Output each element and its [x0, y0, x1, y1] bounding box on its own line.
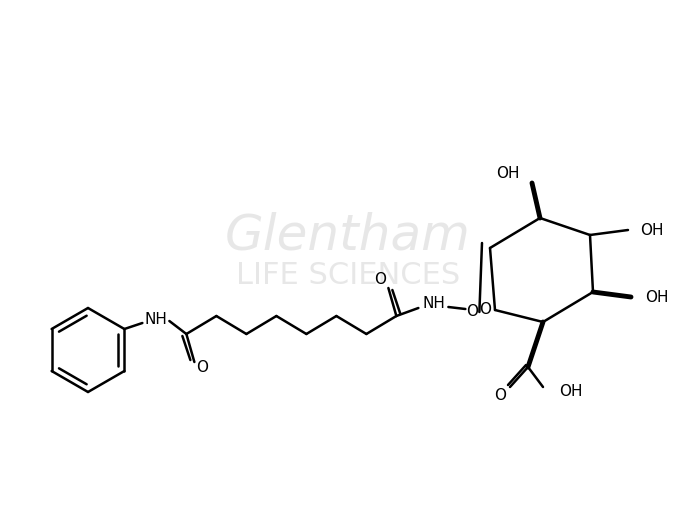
Text: OH: OH [559, 384, 583, 399]
Text: O: O [479, 303, 491, 318]
Text: OH: OH [640, 223, 663, 238]
Text: O: O [466, 305, 478, 319]
Text: O: O [374, 272, 386, 288]
Text: LIFE SCIENCES: LIFE SCIENCES [236, 261, 460, 290]
Text: Glentham: Glentham [225, 211, 471, 259]
Text: O: O [494, 387, 506, 402]
Text: OH: OH [645, 290, 668, 305]
Text: O: O [196, 359, 208, 374]
Text: NH: NH [423, 296, 446, 311]
Text: NH: NH [145, 311, 168, 327]
Text: OH: OH [496, 165, 520, 180]
